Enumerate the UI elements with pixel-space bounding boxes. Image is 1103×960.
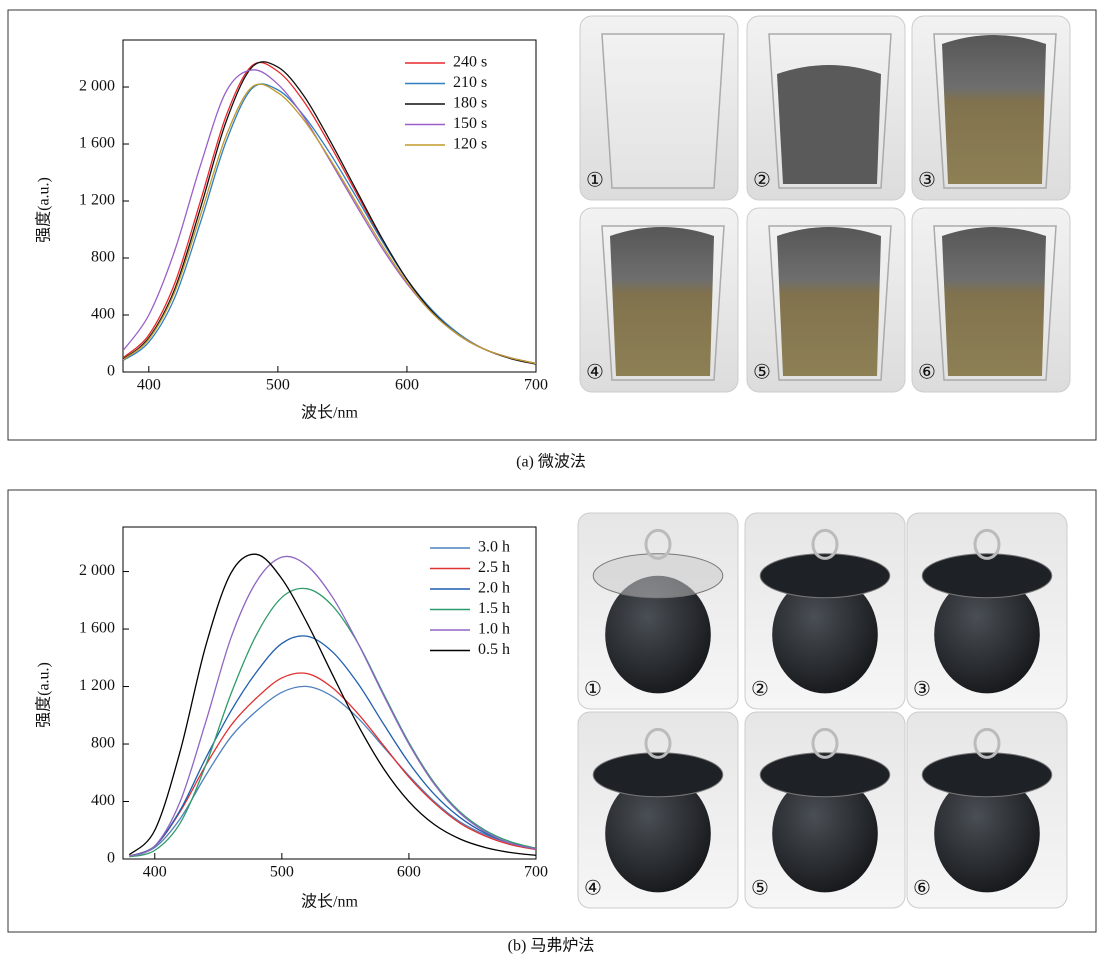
photo-label: ③ bbox=[918, 170, 936, 192]
x-tick-label: 500 bbox=[266, 377, 290, 394]
panel-frame bbox=[7, 9, 1097, 441]
photo-label: ⑥ bbox=[918, 362, 936, 384]
photo-label: ⑤ bbox=[753, 362, 771, 384]
y-tick-label: 400 bbox=[91, 792, 115, 809]
crucible-body bbox=[772, 774, 878, 893]
x-tick-label: 400 bbox=[143, 864, 167, 881]
y-axis-label: 强度(a.u.) bbox=[35, 177, 53, 243]
x-axis-label: 波长/nm bbox=[301, 893, 358, 911]
x-axis-label: 波长/nm bbox=[301, 404, 358, 422]
x-tick-label: 500 bbox=[270, 864, 294, 881]
panel-frame bbox=[7, 489, 1097, 933]
beaker-glass bbox=[768, 33, 892, 189]
series-line bbox=[129, 555, 536, 857]
photo-label: ② bbox=[753, 170, 771, 192]
legend-label: 0.5 h bbox=[478, 641, 510, 658]
caption: (a) 微波法 bbox=[516, 453, 586, 471]
x-tick-label: 700 bbox=[524, 864, 548, 881]
legend-label: 2.0 h bbox=[478, 580, 510, 597]
crucible-lid bbox=[592, 752, 724, 798]
legend-label: 210 s bbox=[453, 74, 487, 91]
x-tick-label: 400 bbox=[137, 377, 161, 394]
crucible-body bbox=[934, 575, 1040, 694]
crucible-lid bbox=[759, 553, 891, 599]
series-line bbox=[129, 587, 536, 858]
y-tick-label: 800 bbox=[91, 735, 115, 752]
crucible-lid bbox=[921, 752, 1053, 798]
photo-label: ④ bbox=[586, 362, 604, 384]
legend-label: 1.0 h bbox=[478, 621, 510, 638]
series-line bbox=[123, 83, 536, 365]
series-line bbox=[129, 635, 536, 857]
photo-label: ④ bbox=[584, 878, 602, 900]
crucible-lid bbox=[921, 553, 1053, 599]
crucible-body bbox=[605, 774, 711, 893]
crucible-body bbox=[934, 774, 1040, 893]
beaker-glass bbox=[601, 33, 725, 189]
legend-label: 1.5 h bbox=[478, 600, 510, 617]
photo-label: ⑤ bbox=[751, 878, 769, 900]
legend-label: 150 s bbox=[453, 115, 487, 132]
x-tick-label: 700 bbox=[524, 377, 548, 394]
beaker-glass bbox=[933, 225, 1057, 381]
plot-frame bbox=[122, 526, 537, 860]
y-tick-label: 0 bbox=[107, 363, 115, 380]
series-line bbox=[129, 685, 536, 857]
series-line bbox=[123, 69, 536, 365]
series-line bbox=[128, 553, 536, 857]
photo bbox=[579, 15, 739, 201]
x-tick-label: 600 bbox=[397, 864, 421, 881]
lid-knob bbox=[811, 528, 839, 560]
y-tick-label: 2 000 bbox=[79, 562, 115, 579]
legend-label: 3.0 h bbox=[478, 539, 510, 556]
series-line bbox=[129, 672, 536, 857]
beaker-content bbox=[942, 35, 1046, 184]
y-tick-label: 2 000 bbox=[79, 78, 115, 95]
beaker-content bbox=[610, 227, 714, 376]
y-tick-label: 1 600 bbox=[79, 620, 115, 637]
beaker-glass bbox=[768, 225, 892, 381]
lid-knob bbox=[811, 727, 839, 759]
legend-label: 120 s bbox=[453, 136, 487, 153]
y-tick-label: 800 bbox=[91, 249, 115, 266]
lid-knob bbox=[973, 528, 1001, 560]
y-tick-label: 1 600 bbox=[79, 135, 115, 152]
photo-label: ② bbox=[751, 679, 769, 701]
y-tick-label: 400 bbox=[91, 306, 115, 323]
legend-label: 240 s bbox=[453, 54, 487, 71]
beaker-content bbox=[942, 227, 1046, 376]
plot-frame bbox=[122, 39, 537, 373]
y-axis-label: 强度(a.u.) bbox=[35, 662, 53, 728]
beaker-glass bbox=[933, 33, 1057, 189]
crucible-lid bbox=[592, 553, 724, 599]
lid-knob bbox=[973, 727, 1001, 759]
legend-label: 2.5 h bbox=[478, 559, 510, 576]
photo-label: ③ bbox=[913, 679, 931, 701]
crucible-body bbox=[605, 575, 711, 694]
beaker-glass bbox=[601, 225, 725, 381]
photo-label: ① bbox=[586, 170, 604, 192]
crucible-body bbox=[772, 575, 878, 694]
photo-label: ① bbox=[584, 679, 602, 701]
beaker-content bbox=[777, 227, 881, 376]
series-line bbox=[123, 83, 536, 365]
crucible-lid bbox=[759, 752, 891, 798]
y-tick-label: 1 200 bbox=[79, 192, 115, 209]
beaker-content bbox=[777, 65, 881, 184]
lid-knob bbox=[644, 528, 672, 560]
y-tick-label: 0 bbox=[107, 850, 115, 867]
caption: (b) 马弗炉法 bbox=[508, 937, 595, 955]
y-tick-label: 1 200 bbox=[79, 677, 115, 694]
x-tick-label: 600 bbox=[395, 377, 419, 394]
legend-label: 180 s bbox=[453, 95, 487, 112]
lid-knob bbox=[644, 727, 672, 759]
photo-label: ⑥ bbox=[913, 878, 931, 900]
